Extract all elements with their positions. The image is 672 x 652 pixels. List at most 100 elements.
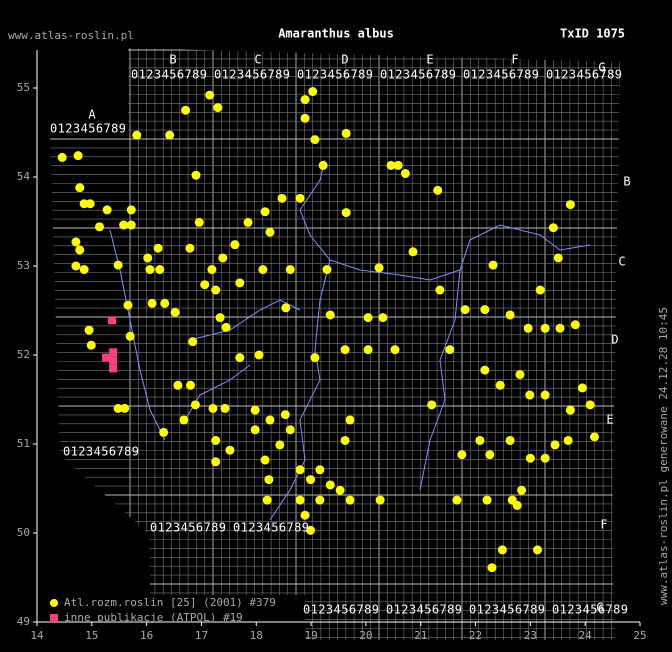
point bbox=[102, 353, 111, 362]
point bbox=[488, 260, 498, 270]
point bbox=[517, 485, 527, 495]
point bbox=[295, 465, 305, 475]
grid-letter: F bbox=[511, 53, 518, 67]
y-tick-label: 50 bbox=[17, 526, 30, 539]
point bbox=[143, 253, 153, 263]
point bbox=[123, 300, 133, 310]
legend-swatch bbox=[50, 614, 58, 622]
point bbox=[71, 261, 81, 271]
point bbox=[363, 345, 373, 355]
point bbox=[374, 263, 384, 273]
point bbox=[57, 152, 67, 162]
point bbox=[341, 128, 351, 138]
point bbox=[540, 453, 550, 463]
x-tick-label: 20 bbox=[359, 629, 372, 642]
point bbox=[505, 435, 515, 445]
point bbox=[487, 563, 497, 573]
point bbox=[275, 440, 285, 450]
point bbox=[250, 425, 260, 435]
grid-digits: 0123456789 bbox=[546, 68, 622, 82]
point bbox=[310, 353, 320, 363]
point bbox=[400, 168, 410, 178]
point bbox=[281, 303, 291, 313]
point bbox=[119, 220, 129, 230]
grid-digits: 0123456789 bbox=[63, 445, 139, 459]
legend-swatch bbox=[50, 599, 58, 607]
point bbox=[325, 310, 335, 320]
point bbox=[262, 495, 272, 505]
point bbox=[306, 475, 316, 485]
point bbox=[109, 364, 118, 373]
point bbox=[71, 237, 81, 247]
point bbox=[482, 495, 492, 505]
point bbox=[75, 183, 85, 193]
x-tick-label: 16 bbox=[140, 629, 153, 642]
point bbox=[555, 323, 565, 333]
point bbox=[550, 440, 560, 450]
point bbox=[480, 305, 490, 315]
point bbox=[260, 455, 270, 465]
y-tick-label: 51 bbox=[17, 437, 30, 450]
point bbox=[280, 410, 290, 420]
point bbox=[113, 403, 123, 413]
point bbox=[159, 427, 169, 437]
point bbox=[565, 405, 575, 415]
point bbox=[230, 240, 240, 250]
point bbox=[590, 432, 600, 442]
point bbox=[260, 207, 270, 217]
point bbox=[300, 95, 310, 105]
grid-letter: G bbox=[598, 61, 605, 75]
grid-digits: 0123456789 bbox=[233, 521, 309, 535]
point bbox=[208, 403, 218, 413]
y-tick-label: 55 bbox=[17, 81, 30, 94]
point bbox=[73, 151, 83, 161]
x-tick-label: 18 bbox=[250, 629, 263, 642]
point bbox=[295, 193, 305, 203]
point bbox=[532, 545, 542, 555]
grid-digits: 0123456789 bbox=[552, 603, 628, 617]
point bbox=[86, 340, 96, 350]
point bbox=[325, 480, 335, 490]
point bbox=[185, 243, 195, 253]
point bbox=[265, 227, 275, 237]
side-note: www.atlas-roslin.pl generowane 24.12.28 … bbox=[657, 307, 670, 605]
point bbox=[285, 425, 295, 435]
point bbox=[108, 316, 117, 325]
grid-digits: 0123456789 bbox=[214, 68, 290, 82]
point bbox=[540, 390, 550, 400]
grid-letter: E bbox=[426, 53, 433, 67]
point bbox=[540, 323, 550, 333]
point bbox=[179, 415, 189, 425]
point bbox=[435, 285, 445, 295]
point bbox=[386, 160, 396, 170]
point bbox=[205, 90, 215, 100]
point bbox=[300, 510, 310, 520]
point bbox=[235, 353, 245, 363]
point bbox=[308, 87, 318, 97]
point bbox=[427, 400, 437, 410]
point bbox=[505, 310, 515, 320]
point bbox=[378, 313, 388, 323]
point bbox=[485, 450, 495, 460]
grid-letter: E bbox=[606, 413, 613, 427]
point bbox=[147, 298, 157, 308]
point bbox=[315, 495, 325, 505]
point bbox=[165, 130, 175, 140]
point bbox=[457, 450, 467, 460]
point bbox=[375, 495, 385, 505]
point bbox=[213, 103, 223, 113]
point bbox=[94, 222, 104, 232]
point bbox=[109, 348, 118, 357]
grid-letter: C bbox=[254, 53, 261, 67]
taxon-id: TxID 1075 bbox=[560, 27, 625, 41]
point bbox=[363, 313, 373, 323]
grid-letter: D bbox=[611, 333, 618, 347]
point bbox=[335, 485, 345, 495]
grid-letter: A bbox=[88, 108, 96, 122]
point bbox=[258, 265, 268, 275]
point bbox=[125, 331, 135, 341]
point bbox=[300, 113, 310, 123]
point bbox=[341, 208, 351, 218]
y-tick-label: 53 bbox=[17, 259, 30, 272]
